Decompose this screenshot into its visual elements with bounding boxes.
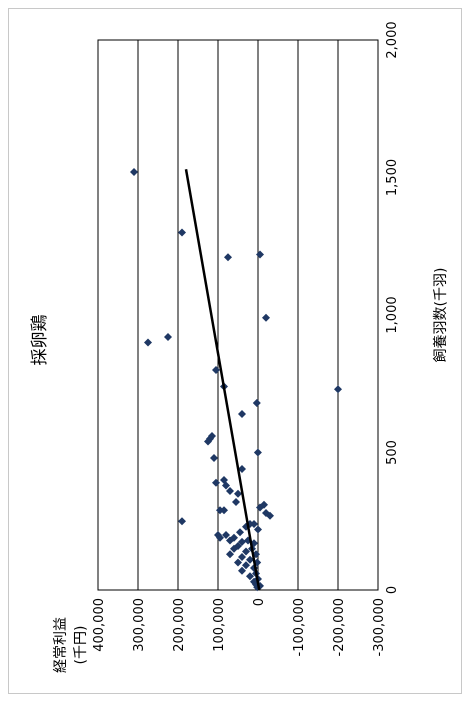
chart-title: 採卵鶏 (30, 315, 50, 366)
data-point (230, 544, 238, 553)
y-tick-label: 300,000 (132, 598, 147, 652)
data-point (144, 338, 152, 347)
data-point (178, 228, 186, 237)
data-point (256, 503, 264, 512)
data-point (204, 437, 212, 446)
data-point (266, 511, 274, 520)
data-point (334, 385, 342, 394)
chart-frame (8, 8, 462, 694)
data-point (246, 555, 254, 564)
plot-area-border (97, 39, 379, 591)
data-point (236, 528, 244, 537)
grid-layer (97, 40, 379, 590)
data-point (262, 313, 270, 322)
data-point (234, 558, 242, 567)
data-point (253, 448, 262, 457)
data-point (252, 399, 261, 407)
y-tick-label: -100,000 (292, 598, 307, 656)
x-tick-labels: 0 500 1,000 1,500 2,000 (385, 21, 400, 594)
data-point (216, 533, 224, 542)
x-tick-label: 1,500 (385, 159, 400, 196)
data-point (238, 553, 246, 561)
data-point (210, 454, 218, 462)
data-point (238, 566, 246, 575)
data-point (238, 537, 246, 546)
data-point (226, 536, 234, 545)
data-point (256, 250, 264, 259)
data-point (238, 465, 246, 473)
y-tick-label: -300,000 (372, 598, 387, 656)
data-point (234, 489, 242, 498)
x-tick-label: 2,000 (385, 21, 400, 58)
y-tick-label: -200,000 (332, 598, 347, 656)
y-tick-label: 0 (252, 598, 267, 606)
x-tick-label: 500 (385, 440, 400, 465)
data-point (224, 253, 232, 262)
trend-line (184, 169, 261, 591)
data-point (254, 525, 262, 534)
data-point (212, 478, 220, 487)
data-point (238, 410, 246, 418)
data-point (226, 550, 234, 559)
y-axis-title-line1: 経常利益 (53, 617, 69, 673)
data-point (222, 481, 230, 490)
x-tick-label: 1,000 (385, 296, 400, 333)
data-point (178, 517, 186, 526)
data-point (164, 333, 172, 341)
data-point (242, 561, 250, 570)
data-point (246, 572, 254, 581)
x-tick-label: 0 (385, 586, 400, 594)
y-axis-title-line2: (千円) (73, 626, 89, 665)
data-point (226, 487, 234, 495)
x-axis-title: 飼養羽数(千羽) (432, 268, 449, 363)
y-tick-label: 200,000 (172, 598, 187, 652)
y-tick-label: 400,000 (92, 598, 107, 652)
data-point (242, 547, 250, 556)
data-point (220, 506, 228, 515)
y-tick-label: 100,000 (212, 598, 227, 652)
data-point (253, 558, 262, 567)
data-point (130, 168, 138, 176)
data-point (232, 498, 240, 506)
data-point (212, 366, 220, 374)
data-points (130, 168, 342, 592)
y-tick-labels: 400,000 300,000 200,000 100,000 0 -100,000 -20… (92, 598, 387, 656)
data-point (222, 531, 230, 539)
